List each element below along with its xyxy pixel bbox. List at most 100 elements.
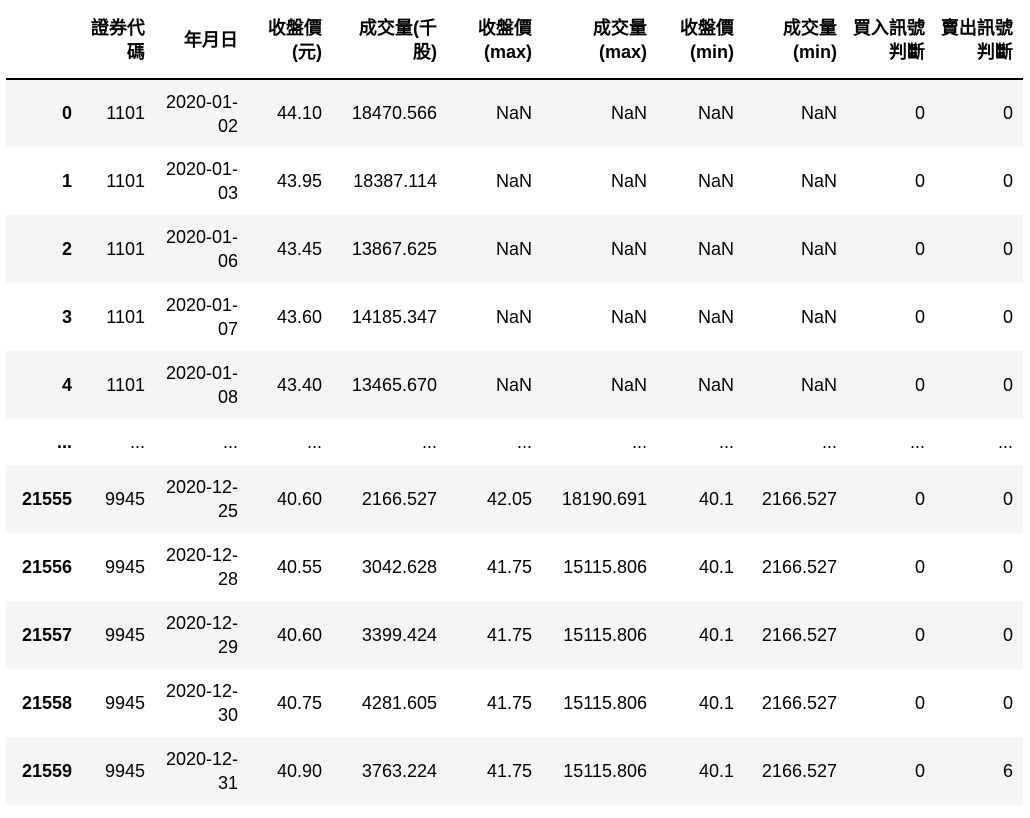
table-cell: 9945 [104, 760, 145, 781]
table-cell: 3042.628 [361, 556, 437, 577]
table-cell: 15115.806 [563, 624, 647, 645]
table-cell: NaN [697, 238, 734, 259]
table-cell: 0 [914, 238, 925, 259]
row-index: 2 [61, 238, 72, 259]
column-header: 收盤價(max) [447, 2, 542, 80]
table-cell: 40.1 [698, 556, 734, 577]
table-cell: 1101 [106, 306, 145, 327]
table-cell: 0 [914, 556, 925, 577]
column-header: 成交量(千股) [332, 2, 447, 80]
table-row: 21558 9945 2020-12-30 40.75 4281.605 41.75 151… [6, 669, 1023, 737]
table-cell: 42.05 [486, 488, 532, 509]
table-cell: 2020-01-02 [165, 91, 238, 136]
table-row: 21559 9945 2020-12-31 40.90 3763.224 41.75 151… [6, 737, 1023, 805]
table-row: 21556 9945 2020-12-28 40.55 3042.628 41.75 151… [6, 533, 1023, 601]
table-cell: NaN [610, 170, 647, 191]
table-cell: 2020-01-08 [165, 363, 238, 407]
table-cell: 0 [1002, 692, 1013, 713]
table-row: 0 1101 2020-01-02 44.10 18470.566 NaN NaN NaN Na… [6, 79, 1023, 147]
row-index: 21558 [21, 692, 72, 713]
table-cell: 0 [1002, 374, 1013, 395]
table-cell: NaN [800, 170, 837, 191]
table-row: 2 1101 2020-01-06 43.45 13867.625 NaN NaN NaN Na… [6, 215, 1023, 283]
table-cell: 9945 [104, 488, 145, 509]
table-cell: 2166.527 [761, 488, 837, 509]
table-cell: 43.40 [276, 374, 322, 395]
table-cell: NaN [697, 306, 734, 327]
column-header: 收盤價(min) [657, 2, 744, 80]
table-row: 21555 9945 2020-12-25 40.60 2166.527 42.05 181… [6, 465, 1023, 533]
row-index: ... [56, 431, 72, 452]
table-cell: 4281.605 [361, 692, 437, 713]
table-cell: 0 [914, 170, 925, 191]
table-cell: 2020-12-30 [165, 681, 238, 725]
table-cell: 40.1 [698, 692, 734, 713]
table-cell: NaN [697, 374, 734, 395]
table-row: 1 1101 2020-01-03 43.95 18387.114 NaN NaN NaN Na… [6, 147, 1023, 215]
table-cell: 40.1 [698, 624, 734, 645]
table-cell: NaN [800, 238, 837, 259]
table-cell: 9945 [104, 692, 145, 713]
table-cell: 1101 [106, 374, 145, 395]
table-cell: NaN [495, 238, 532, 259]
table-cell: 15115.806 [563, 760, 647, 781]
table-cell: NaN [610, 103, 647, 123]
column-header: 買入訊號判斷 [847, 2, 935, 80]
row-index: 1 [61, 170, 72, 191]
table-cell: NaN [697, 170, 734, 191]
table-cell: 2020-01-03 [165, 159, 238, 203]
table-cell: ... [222, 432, 238, 452]
table-cell: 1101 [106, 103, 145, 123]
row-index: 3 [61, 306, 72, 327]
table-cell: 9945 [104, 624, 145, 645]
table-cell: ... [306, 431, 322, 452]
table-cell: 2166.527 [761, 556, 837, 577]
row-index: 0 [61, 103, 72, 123]
table-cell: NaN [495, 103, 532, 123]
table-cell: NaN [800, 374, 837, 395]
table-cell: ... [421, 431, 437, 452]
column-header: 成交量(min) [744, 2, 847, 80]
table-cell: 40.60 [276, 488, 322, 509]
table-cell: 0 [1002, 103, 1013, 123]
table-cell: 41.75 [486, 760, 532, 781]
table-cell: 40.60 [276, 624, 322, 645]
table-cell: NaN [495, 306, 532, 327]
table-cell: 18470.566 [351, 103, 437, 123]
table-cell: 0 [1002, 488, 1013, 509]
table-cell: 40.55 [276, 556, 322, 577]
table-cell: 0 [914, 374, 925, 395]
table-cell: NaN [495, 374, 532, 395]
table-cell: 0 [914, 760, 925, 781]
table-cell: 2020-01-07 [165, 295, 238, 339]
table-cell: ... [997, 431, 1013, 452]
table-cell: 2166.527 [761, 624, 837, 645]
table-cell: 2020-01-06 [165, 227, 238, 271]
table-cell: 2020-12-31 [165, 749, 238, 793]
column-header: 證券代碼 [82, 2, 155, 80]
table-cell: 1101 [106, 238, 145, 259]
table-cell: 43.60 [276, 306, 322, 327]
table-cell: 0 [914, 488, 925, 509]
table-cell: 40.1 [698, 488, 734, 509]
table-cell: NaN [610, 238, 647, 259]
table-cell: 2166.527 [761, 760, 837, 781]
table-cell: 14185.347 [351, 306, 437, 327]
table-cell: 0 [1002, 556, 1013, 577]
table-cell: 3763.224 [361, 760, 437, 781]
table-cell: 6 [1002, 760, 1013, 781]
table-row: 3 1101 2020-01-07 43.60 14185.347 NaN NaN NaN Na… [6, 283, 1023, 351]
table-cell: 13867.625 [351, 238, 437, 259]
table-cell: 41.75 [486, 556, 532, 577]
table-cell: ... [631, 431, 647, 452]
table-cell: NaN [610, 374, 647, 395]
table-cell: 43.45 [276, 238, 322, 259]
index-header [6, 2, 82, 80]
table-cell: 40.90 [276, 760, 322, 781]
row-index: 21556 [21, 556, 72, 577]
column-header: 賣出訊號判斷 [935, 2, 1023, 80]
table-cell: ... [516, 431, 532, 452]
table-cell: 2020-12-29 [165, 613, 238, 657]
table-cell: NaN [697, 103, 734, 123]
table-cell: 0 [1002, 170, 1013, 191]
